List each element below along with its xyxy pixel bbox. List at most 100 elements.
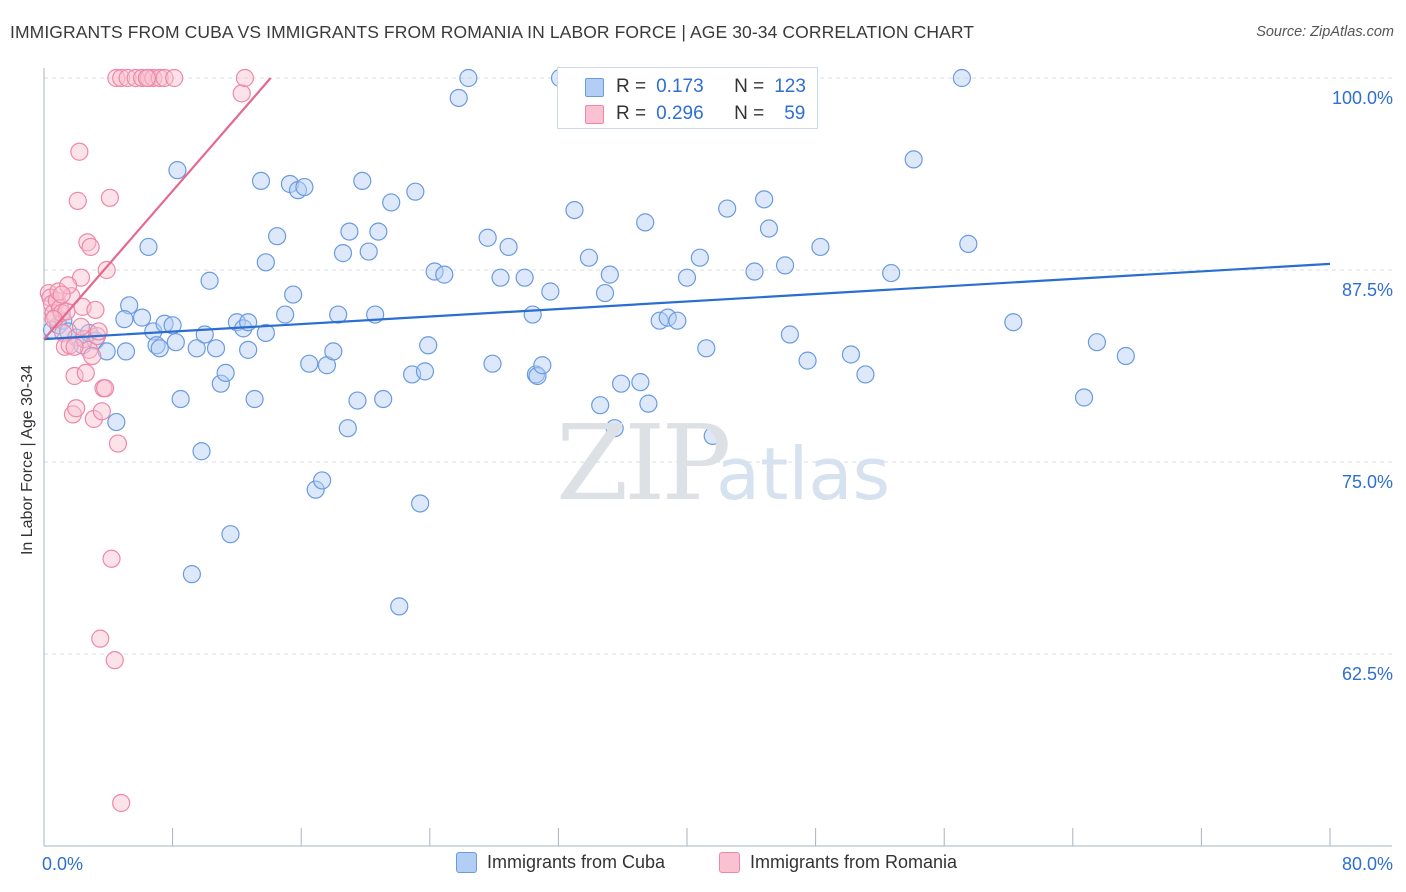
romania-points [39,68,255,813]
cuba-point [306,480,325,499]
cuba-point [690,248,709,267]
cuba-point [904,150,923,169]
romania-point [92,402,111,421]
legend-romania-label: Immigrants from Romania [750,852,958,872]
cuba-point [595,283,615,303]
cuba-point [267,227,287,246]
gridlines [44,77,1392,655]
romania-trend-line [43,77,272,340]
romania-point [112,793,131,813]
cuba-point [333,244,353,263]
cuba-point [251,171,271,191]
cuba-point [245,389,264,409]
watermark-zip: ZIP [556,402,731,524]
legend-cuba-swatch [456,852,477,873]
cuba-point [390,597,409,616]
romania-point [105,651,124,670]
cuba-point [284,285,303,304]
x-tick-label: 80.0% [1342,854,1393,874]
romania-point [155,68,174,88]
cuba-point [491,268,510,287]
stats-row-cuba: R = 0.173 N = 123 [558,74,806,100]
chart-title: IMMIGRANTS FROM CUBA VS IMMIGRANTS FROM … [10,22,975,42]
romania-point [165,68,184,88]
legend-item-cuba[interactable]: Immigrants from Cuba [456,852,665,873]
cuba-point [120,296,139,315]
cuba-point [166,333,185,352]
cuba-point [200,271,219,290]
romania-point [70,142,89,161]
cuba-point [139,237,158,257]
cuba-r-value: 0.173 [656,76,704,97]
cuba-point [256,323,275,343]
romania-point [68,191,87,210]
cuba-point [636,213,655,232]
cuba-point [324,342,343,361]
cuba-point [579,248,599,267]
cuba-point [1116,346,1135,366]
cuba-point [478,228,497,247]
r-label: R = [616,76,647,97]
cuba-point [605,419,624,438]
cuba-point [745,262,764,281]
cuba-point [221,525,240,544]
romania-point [59,276,78,295]
cuba-point [959,234,978,253]
y-tick-label: 100.0% [1332,88,1393,108]
cuba-swatch [585,77,604,97]
romania-point [95,379,115,398]
cuba-point [952,68,971,88]
legend-item-romania[interactable]: Immigrants from Romania [719,852,957,873]
cuba-point [449,88,468,108]
cuba-point [759,219,779,238]
cuba-point [1004,313,1023,332]
r-label: R = [616,103,647,124]
cuba-point [780,325,799,344]
cuba-point [1074,388,1094,407]
cuba-point [97,342,116,361]
y-tick-label: 62.5% [1342,664,1393,684]
legend-romania-swatch [719,852,740,873]
cuba-point [523,305,542,324]
romania-point [89,322,108,341]
cuba-point [415,362,435,381]
cuba-point [811,237,830,257]
cuba-point [591,396,610,415]
romania-r-value: 0.296 [656,103,704,124]
cuba-point [353,171,372,191]
cuba-point [419,336,438,355]
romania-point [83,346,102,366]
cuba-point [115,310,134,329]
romania-point [76,363,95,383]
cuba-point [340,222,359,241]
cuba-point [171,389,190,409]
romania-point [232,84,251,103]
cuba-point [499,237,518,257]
stats-row-romania: R = 0.296 N = 59 [558,101,805,127]
romania-point [91,629,110,648]
cuba-point [312,471,332,490]
romania-point [100,188,120,207]
legend: Immigrants from Cuba Immigrants from Rom… [0,852,1406,878]
cuba-point [150,339,169,358]
cuba-point [703,426,722,445]
cuba-point [192,442,211,461]
romania-point [86,300,105,320]
romania-point [108,434,128,453]
cuba-point [755,190,774,209]
romania-point [150,68,169,88]
cuba-point [168,161,187,180]
cuba-point [147,336,166,355]
romania-point [97,260,116,280]
cuba-point [611,374,631,393]
cuba-point [359,242,378,261]
cuba-point [600,265,619,284]
cuba-point [882,263,901,283]
y-tick-label: 75.0% [1342,472,1393,492]
y-tick-labels: 62.5% 75.0% 87.5% 100.0% [1332,88,1393,684]
cuba-trend-line [43,262,1331,341]
cuba-point [775,256,795,275]
cuba-point [132,308,152,327]
legend-cuba-label: Immigrants from Cuba [487,852,666,872]
